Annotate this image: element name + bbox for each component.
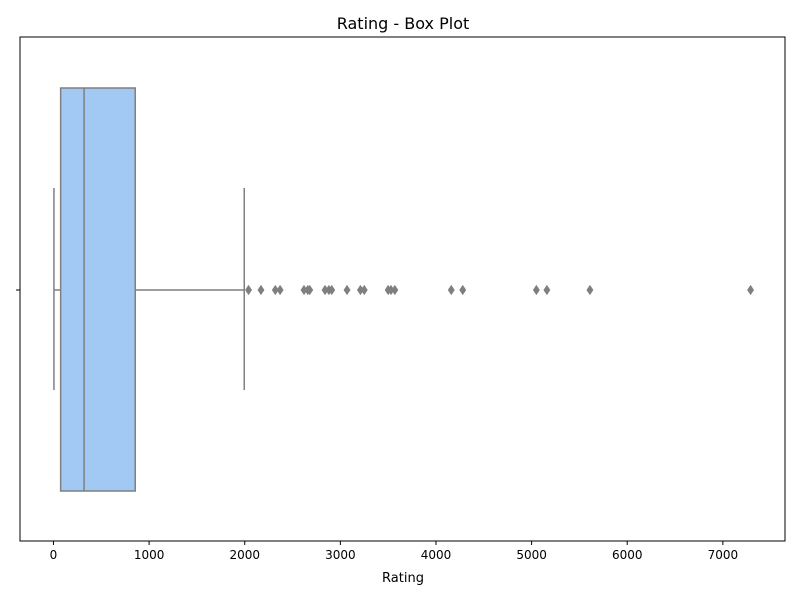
x-axis: 0 1000 2000 3000 4000 5000 6000 7000	[50, 541, 738, 562]
outlier-point	[343, 284, 351, 296]
outlier-point	[391, 284, 399, 296]
x-tick-label: 4000	[421, 548, 452, 562]
plot-area	[19, 36, 786, 542]
outlier-point	[747, 284, 755, 296]
outlier-point	[360, 284, 368, 296]
outlier-point	[271, 284, 279, 296]
outlier-point	[245, 284, 253, 296]
outlier-point	[257, 284, 265, 296]
chart-title: Rating - Box Plot	[337, 14, 470, 33]
outlier-point	[586, 284, 594, 296]
x-axis-label: Rating	[382, 571, 424, 586]
x-tick-label: 6000	[612, 548, 643, 562]
x-tick-label: 5000	[516, 548, 547, 562]
x-tick-label: 2000	[229, 548, 260, 562]
outlier-point	[543, 284, 551, 296]
interquartile-box	[59, 87, 136, 492]
outlier-point	[532, 284, 540, 296]
x-tick-label: 3000	[325, 548, 356, 562]
x-tick-label: 7000	[708, 548, 739, 562]
outlier-point	[459, 284, 467, 296]
x-tick-label: 0	[50, 548, 58, 562]
outlier-point	[328, 284, 336, 296]
outlier-point	[306, 284, 314, 296]
outlier-point	[447, 284, 455, 296]
x-tick-label: 1000	[134, 548, 165, 562]
outlier-point	[276, 284, 284, 296]
plot-frame	[19, 36, 786, 542]
